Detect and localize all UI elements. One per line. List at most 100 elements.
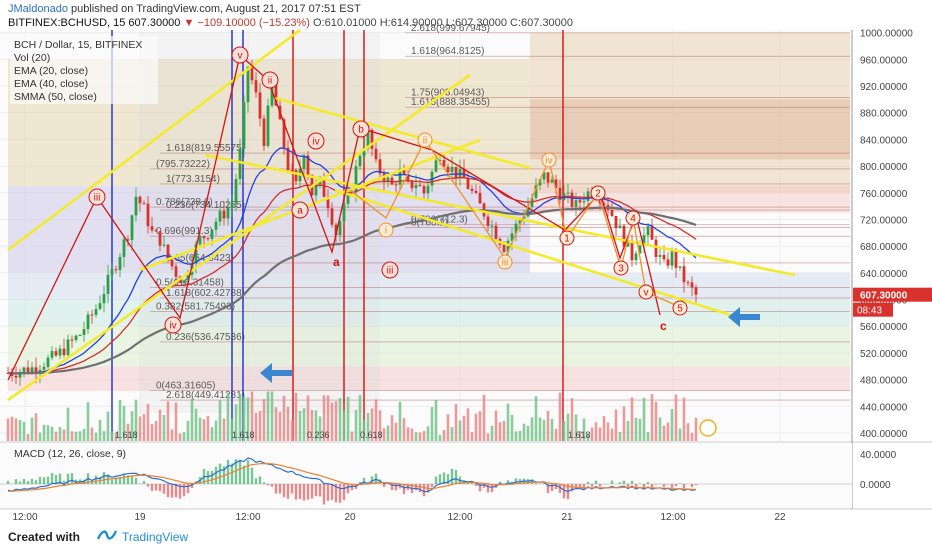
symbol-quote-line: BITFINEX:BCHUSD, 15 607.30000 ▼ −109.100… — [8, 17, 573, 29]
volume-bar — [342, 410, 346, 441]
volume-bar — [338, 398, 342, 441]
candle-body — [142, 203, 146, 205]
red-wave-label: iv — [169, 321, 176, 332]
chart-canvas[interactable]: 2.618(999.67945) 1.75(903.04943)1.618(888… — [0, 0, 932, 522]
orange-wave-label: 3 — [618, 264, 624, 275]
red-wave-circle — [231, 46, 249, 64]
fib-label: 1.618(888.35455) — [411, 97, 490, 108]
candle-body — [518, 220, 522, 224]
volume-bar — [534, 396, 538, 441]
volume-bar — [186, 420, 190, 441]
macd-histogram-bar — [650, 484, 654, 488]
volume-bar — [246, 397, 250, 441]
macd-histogram-bar — [270, 484, 274, 487]
orange-wave-circle — [497, 254, 513, 270]
volume-bar — [438, 434, 442, 441]
volume-bar — [234, 404, 238, 441]
macd-histogram-bar — [346, 484, 350, 494]
candle-body — [322, 176, 326, 197]
macd-histogram-bar — [434, 476, 438, 484]
candle-body — [566, 192, 570, 194]
volume-bar — [6, 418, 10, 441]
candle-body — [234, 179, 238, 204]
macd-histogram-bar — [34, 480, 38, 484]
candle-body — [94, 308, 98, 315]
candle-body — [162, 244, 166, 246]
volume-bar — [58, 427, 62, 441]
candle-body — [326, 196, 330, 209]
red-wave-label: a — [297, 206, 303, 217]
candle-body — [38, 369, 42, 373]
candle-body — [10, 373, 14, 376]
macd-histogram-bar — [278, 484, 282, 494]
publish-info: published on TradingView.com, August 21,… — [71, 3, 361, 15]
volume-bar — [182, 432, 186, 441]
macd-histogram-bar — [646, 482, 650, 484]
macd-pane[interactable]: MACD (12, 26, close, 9) 40.0000 0.0000 — [0, 443, 932, 508]
volume-marker-label: 0.236 — [307, 430, 330, 440]
price-tick-label: 640.00000 — [860, 269, 908, 280]
time-tick-label: 19 — [134, 512, 146, 522]
candle-body — [90, 314, 94, 316]
volume-bar — [530, 417, 534, 441]
macd-histogram-bar — [326, 484, 330, 501]
candle-body — [30, 367, 34, 373]
candle-body — [486, 216, 490, 226]
volume-bar — [34, 413, 38, 441]
candle-body — [66, 339, 70, 356]
candle-body — [650, 226, 654, 240]
author-link[interactable]: JMaldonado — [8, 3, 68, 15]
candle-body — [362, 148, 366, 157]
candle-body — [442, 160, 446, 167]
volume-bar — [366, 412, 370, 441]
fib-label: (795.73222) — [156, 159, 210, 170]
macd-histogram-bar — [50, 472, 54, 484]
macd-histogram-bar — [38, 477, 42, 484]
tradingview-brand[interactable]: TradingView — [122, 530, 189, 544]
red-wave-label: iii — [94, 193, 101, 204]
macd-histogram-bar — [362, 477, 366, 484]
macd-histogram-bar — [390, 484, 394, 491]
macd-histogram-bar — [254, 478, 258, 484]
fib-label: 1.618(964.8125) — [411, 46, 484, 57]
macd-histogram-bar — [514, 478, 518, 484]
candle-body — [410, 180, 414, 189]
volume-bar — [630, 397, 634, 441]
volume-bar — [606, 422, 610, 441]
macd-histogram-bar — [102, 472, 106, 484]
volume-bar — [674, 394, 678, 441]
macd-histogram-bar — [54, 474, 58, 484]
macd-histogram-bar — [66, 473, 70, 484]
macd-histogram-bar — [370, 476, 374, 484]
macd-histogram-bar — [298, 484, 302, 499]
macd-histogram-bar — [318, 484, 322, 497]
macd-histogram-bar — [338, 484, 342, 503]
volume-bar — [266, 391, 270, 441]
candle-body — [438, 160, 442, 162]
volume-bar — [634, 418, 638, 441]
volume-bar — [250, 391, 254, 441]
candle-body — [578, 200, 582, 203]
axis-bg — [853, 30, 932, 441]
volume-bar — [18, 419, 22, 441]
volume-bar — [526, 425, 530, 441]
macd-histogram-bar — [578, 484, 582, 488]
volume-bar — [446, 414, 450, 441]
volume-bar — [326, 395, 330, 441]
volume-bar — [434, 399, 438, 441]
legend-item: BCH / Dollar, 15, BITFINEX — [14, 39, 142, 51]
fib-label: 0.382(581.75493) — [156, 302, 235, 313]
macd-histogram-bar — [474, 484, 478, 486]
macd-histogram-bar — [46, 476, 50, 484]
macd-histogram-bar — [222, 466, 226, 484]
candle-body — [630, 240, 634, 261]
price-tick-label: 440.00000 — [860, 402, 908, 413]
volume-bar — [474, 413, 478, 441]
candle-body — [626, 240, 630, 247]
volume-bar — [574, 414, 578, 441]
volume-bar — [454, 404, 458, 441]
volume-bar — [302, 408, 306, 441]
candle-body — [218, 210, 222, 222]
volume-bar — [358, 395, 362, 441]
symbol-label: BITFINEX:BCHUSD, 15 — [8, 17, 126, 29]
